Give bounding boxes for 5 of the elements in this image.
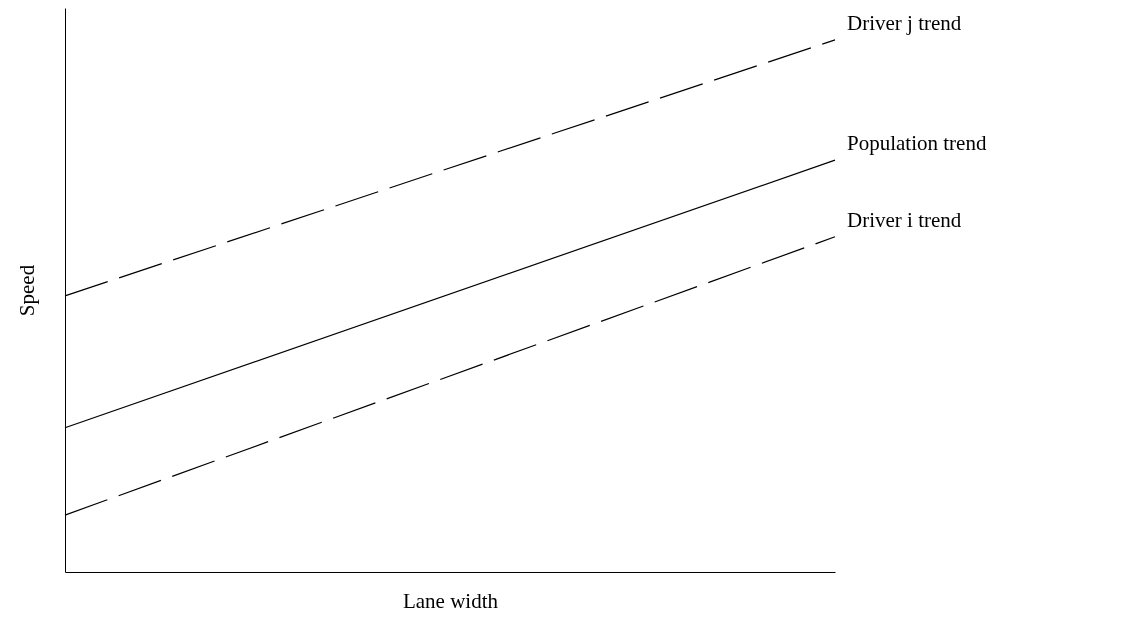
y-axis-title: Speed xyxy=(14,264,39,317)
series-label: Driver i trend xyxy=(847,207,962,232)
series-label: Population trend xyxy=(847,131,987,156)
series-label: Driver j trend xyxy=(847,10,962,35)
x-axis-title: Lane width xyxy=(402,588,499,613)
